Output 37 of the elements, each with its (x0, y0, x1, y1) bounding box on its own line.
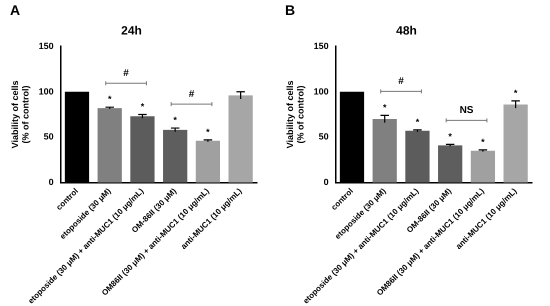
y-tick-label: 50 (44, 132, 54, 142)
bar (130, 116, 155, 183)
y-axis-title: Viability of cells (% of control) (10, 80, 31, 148)
text: B (285, 2, 296, 18)
y-tick-label: 100 (38, 86, 54, 96)
y-tick-label: 150 (314, 40, 329, 51)
chart-title: 48h (396, 24, 417, 38)
y-tick-label: 0 (48, 177, 54, 188)
annotation: # (123, 68, 130, 79)
bar (405, 130, 430, 183)
annotation: # (398, 76, 404, 88)
bar (228, 95, 253, 183)
data-label: * (108, 94, 112, 104)
y-tick-label: 100 (314, 86, 329, 96)
bar (372, 119, 397, 183)
data-label: * (206, 126, 210, 137)
y-tick-label: 50 (318, 132, 329, 142)
data-label: * (448, 131, 452, 142)
bar (163, 130, 188, 183)
bar (98, 108, 122, 183)
data-label: * (140, 101, 145, 112)
y-axis-title: Viability of cells (% of control) (284, 80, 306, 148)
text: A (10, 2, 20, 18)
data-label: * (514, 88, 518, 98)
bar (470, 150, 496, 183)
y-tick-label: 150 (38, 40, 54, 51)
bar (504, 104, 528, 183)
data-label: * (173, 115, 178, 126)
data-label: * (382, 102, 387, 112)
data-label: * (416, 116, 420, 127)
annotation: NS (460, 105, 474, 116)
annotation: # (188, 88, 195, 100)
chart-title: 24h (121, 24, 142, 38)
bar (438, 145, 462, 183)
data-label: * (481, 136, 486, 147)
y-tick-label: 0 (324, 177, 329, 188)
bar (196, 140, 220, 183)
